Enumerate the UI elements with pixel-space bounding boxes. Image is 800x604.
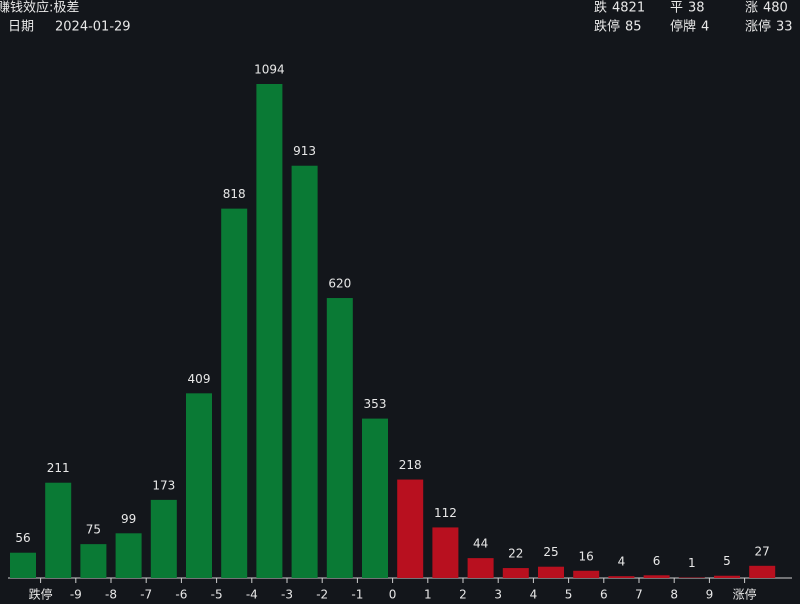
data-label: 1	[688, 556, 696, 570]
x-tick-label: -4	[246, 588, 258, 602]
x-tick-label: -5	[211, 588, 223, 602]
bar	[10, 552, 36, 578]
x-tick-label: -6	[175, 588, 187, 602]
x-tick-label: -7	[140, 588, 152, 602]
data-label: 22	[508, 547, 523, 561]
data-label: 218	[399, 458, 422, 472]
stat-value: 4	[701, 20, 709, 35]
stat-value: 85	[625, 20, 642, 35]
data-label: 818	[223, 187, 246, 201]
x-tick-label: -8	[105, 588, 117, 602]
stat-label: 涨停	[745, 19, 771, 35]
bar	[749, 565, 776, 578]
stat-label: 跌	[594, 0, 607, 16]
x-tick-label: 4	[530, 588, 538, 602]
x-tick-label: -1	[351, 588, 363, 602]
x-tick-label: 涨停	[733, 587, 757, 602]
x-tick-label: -2	[316, 588, 328, 602]
data-label: 4	[618, 555, 626, 569]
x-tick-label: -9	[70, 588, 82, 602]
data-label: 16	[579, 549, 594, 563]
x-tick-label: 1	[424, 588, 432, 602]
data-label: 1094	[254, 63, 285, 77]
bar	[150, 499, 177, 578]
stat-value: 33	[776, 20, 793, 35]
data-label: 44	[473, 537, 488, 551]
x-tick-label: 跌停	[29, 587, 53, 602]
stat-value: 480	[763, 1, 788, 16]
data-label: 56	[15, 531, 30, 545]
x-tick-label: 2	[459, 588, 467, 602]
bar	[45, 482, 72, 578]
bar	[397, 479, 424, 578]
bar	[80, 544, 107, 578]
date-label: 日期	[8, 20, 34, 35]
stat-label: 涨	[745, 1, 758, 16]
bar	[538, 566, 564, 578]
data-label: 913	[293, 144, 316, 158]
stat-label: 平	[670, 1, 683, 16]
bar	[326, 298, 353, 578]
stat-value: 4821	[612, 1, 645, 16]
data-label: 27	[755, 544, 770, 558]
bar	[432, 527, 459, 578]
stat-value: 38	[688, 1, 705, 16]
bar	[608, 576, 635, 578]
bar	[186, 393, 212, 578]
x-tick-label: -3	[281, 588, 293, 602]
data-label: 6	[653, 554, 661, 568]
bar	[256, 84, 283, 578]
bar	[221, 208, 248, 578]
data-label: 173	[152, 478, 175, 492]
bar	[362, 418, 388, 578]
data-label: 353	[364, 397, 387, 411]
title: 赚钱效应:极差	[0, 0, 79, 16]
data-label: 99	[121, 512, 136, 526]
x-tick-label: 5	[565, 588, 573, 602]
bar	[714, 575, 740, 578]
data-label: 75	[86, 523, 101, 537]
x-tick-label: 6	[600, 588, 608, 602]
data-label: 211	[47, 461, 70, 475]
bar	[573, 570, 600, 578]
bar	[502, 568, 529, 578]
bar	[115, 533, 142, 578]
x-tick-label: 9	[706, 588, 714, 602]
bar	[643, 575, 670, 578]
bar	[291, 165, 318, 578]
bar	[467, 558, 494, 578]
data-label: 409	[188, 372, 211, 386]
data-label: 25	[543, 545, 558, 559]
stat-label: 跌停	[594, 19, 620, 35]
data-label: 620	[328, 277, 351, 291]
stat-label: 停牌	[670, 19, 696, 35]
data-label: 112	[434, 506, 457, 520]
date: 2024-01-29	[55, 20, 131, 35]
data-label: 5	[723, 554, 731, 568]
x-tick-label: 3	[494, 588, 502, 602]
x-tick-label: 0	[389, 588, 397, 602]
x-tick-label: 8	[670, 588, 678, 602]
x-tick-label: 7	[635, 588, 643, 602]
